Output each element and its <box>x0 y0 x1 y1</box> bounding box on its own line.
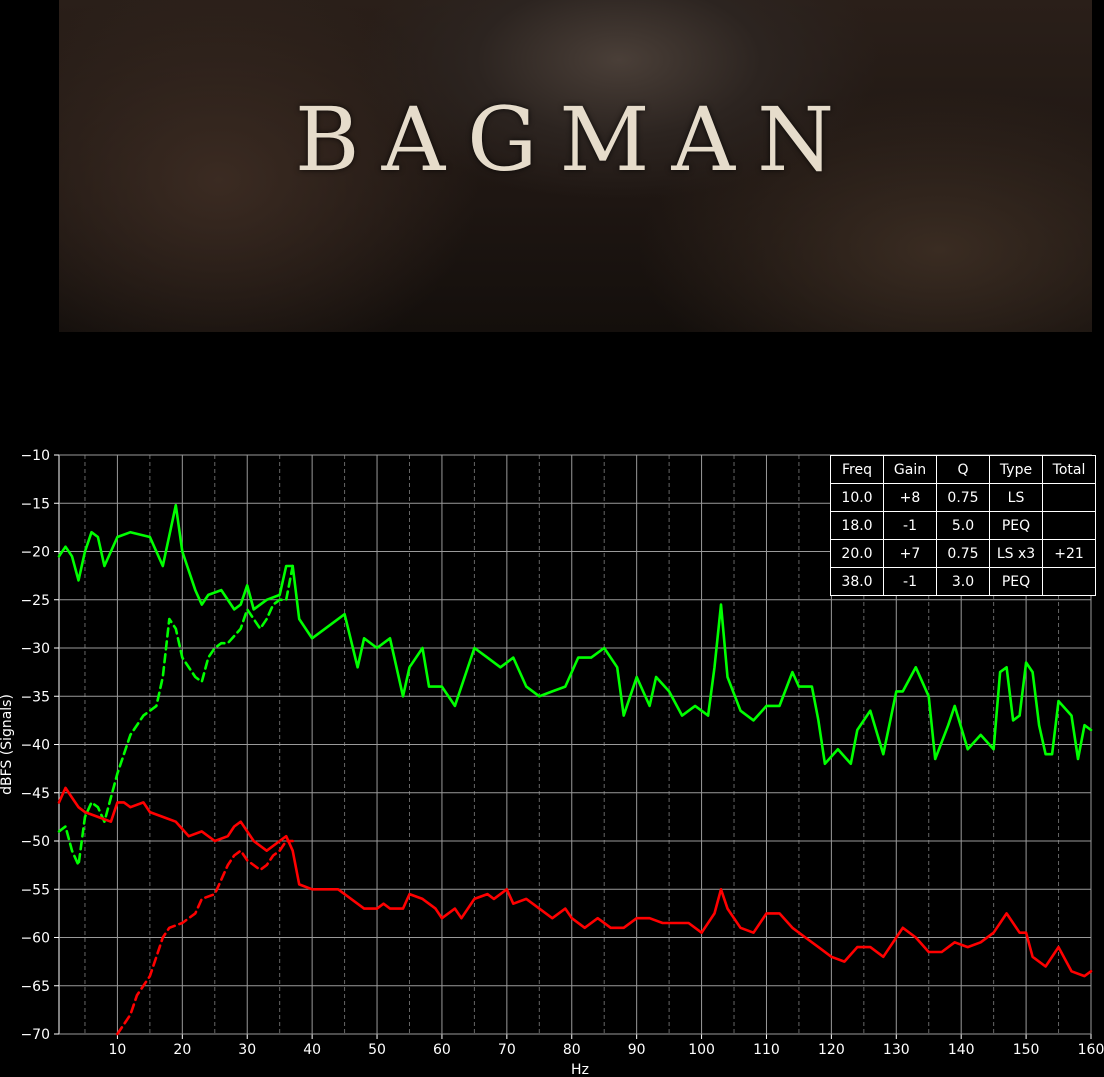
table-cell: 18.0 <box>830 511 884 540</box>
table-row: 20.0 +7 0.75 LS x3 +21 <box>830 539 1096 568</box>
x-tick-label: 120 <box>818 1042 845 1058</box>
series-line-3 <box>116 839 294 1036</box>
table-cell <box>1042 511 1096 540</box>
x-tick-label: 130 <box>883 1042 910 1058</box>
table-cell <box>1042 483 1096 512</box>
table-cell: 5.0 <box>936 511 990 540</box>
y-tick-label: −40 <box>20 738 50 754</box>
table-cell: LS x3 <box>989 539 1043 568</box>
table-cell: -1 <box>883 567 937 596</box>
y-tick-label: −65 <box>20 979 50 995</box>
x-tick-label: 40 <box>303 1042 321 1058</box>
table-cell: 0.75 <box>936 539 990 568</box>
series-line-1 <box>57 564 294 867</box>
x-tick-label: 70 <box>498 1042 516 1058</box>
series-line-0 <box>57 503 1093 766</box>
poster-image: BAGMAN <box>59 0 1092 332</box>
x-tick-label: 140 <box>948 1042 975 1058</box>
x-tick-label: 150 <box>1013 1042 1040 1058</box>
x-tick-label: 50 <box>368 1042 386 1058</box>
poster-title: BAGMAN <box>294 88 857 191</box>
table-cell: 3.0 <box>936 567 990 596</box>
table-row: 10.0 +8 0.75 LS <box>830 483 1096 512</box>
y-tick-label: −45 <box>20 786 50 802</box>
table-header-row: Freq Gain Q Type Total <box>830 455 1096 484</box>
x-tick-label: 80 <box>563 1042 581 1058</box>
eq-settings-table: Freq Gain Q Type Total 10.0 +8 0.75 LS 18.0 -1 5.0 P… <box>830 455 1096 596</box>
table-row: 18.0 -1 5.0 PEQ <box>830 511 1096 540</box>
series-line-2 <box>57 786 1093 978</box>
x-tick-label: 100 <box>688 1042 715 1058</box>
table-cell: 20.0 <box>830 539 884 568</box>
y-tick-label: −55 <box>20 882 50 898</box>
table-cell: 10.0 <box>830 483 884 512</box>
table-cell: 38.0 <box>830 567 884 596</box>
x-axis-label: Hz <box>571 1062 589 1077</box>
x-tick-label: 60 <box>433 1042 451 1058</box>
table-cell <box>1042 567 1096 596</box>
y-tick-label: −60 <box>20 931 50 947</box>
table-header-cell: Gain <box>883 455 937 484</box>
y-tick-label: −70 <box>20 1027 50 1043</box>
table-header-cell: Q <box>936 455 990 484</box>
table-header-cell: Type <box>989 455 1043 484</box>
y-axis-label: dBFS (Signals) <box>0 694 15 795</box>
y-tick-label: −15 <box>20 496 50 512</box>
x-tick-label: 90 <box>628 1042 646 1058</box>
table-cell: +8 <box>883 483 937 512</box>
x-tick-label: 20 <box>173 1042 191 1058</box>
y-tick-label: −20 <box>20 545 50 561</box>
y-tick-label: −50 <box>20 834 50 850</box>
table-cell: LS <box>989 483 1043 512</box>
y-tick-label: −10 <box>20 448 50 464</box>
table-row: 38.0 -1 3.0 PEQ <box>830 567 1096 596</box>
table-header-cell: Total <box>1042 455 1096 484</box>
table-cell: PEQ <box>989 511 1043 540</box>
table-cell: PEQ <box>989 567 1043 596</box>
table-cell: 0.75 <box>936 483 990 512</box>
x-tick-label: 160 <box>1078 1042 1104 1058</box>
table-cell: -1 <box>883 511 937 540</box>
y-tick-label: −35 <box>20 689 50 705</box>
table-cell: +7 <box>883 539 937 568</box>
y-tick-label: −30 <box>20 641 50 657</box>
x-tick-label: 10 <box>109 1042 127 1058</box>
y-tick-label: −25 <box>20 593 50 609</box>
x-tick-label: 30 <box>238 1042 256 1058</box>
table-cell: +21 <box>1042 539 1096 568</box>
table-header-cell: Freq <box>830 455 884 484</box>
x-tick-label: 110 <box>753 1042 780 1058</box>
